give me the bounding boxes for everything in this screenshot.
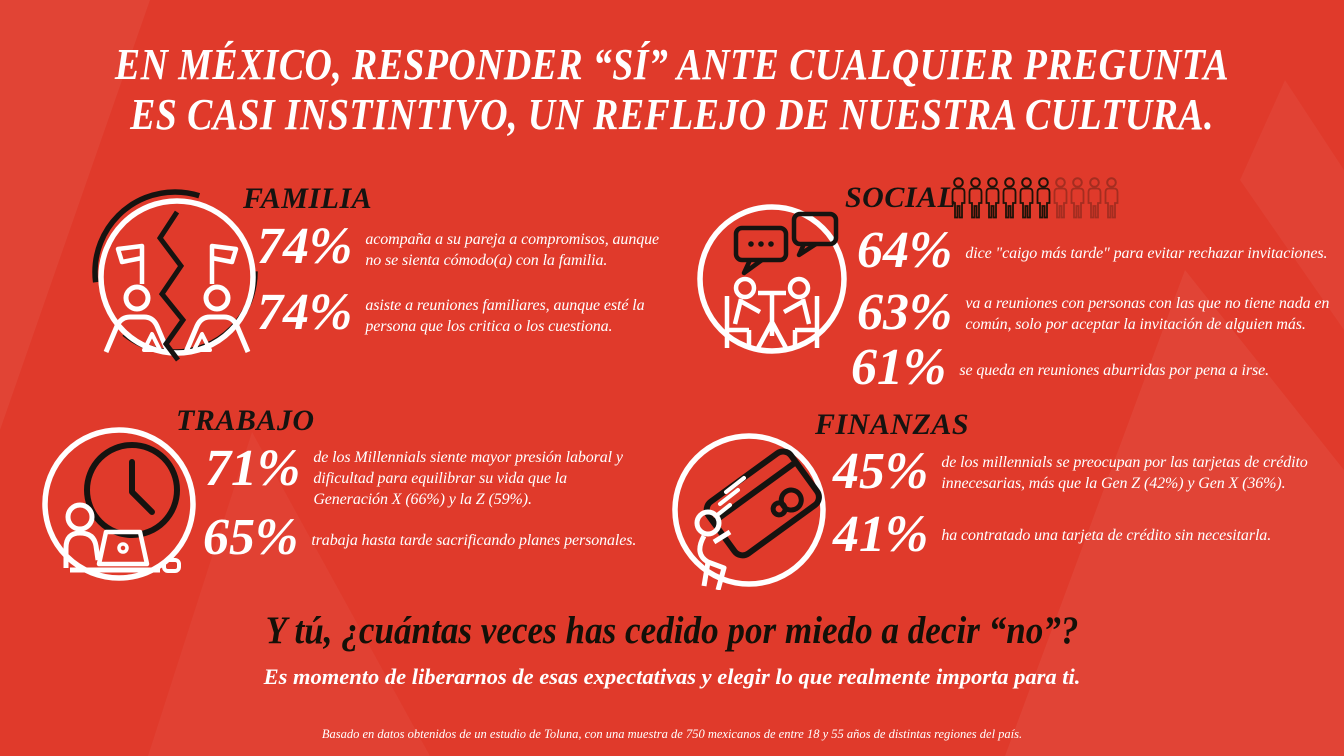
credit-card-burden-icon <box>672 433 826 590</box>
table-conversation-icon <box>697 204 847 354</box>
title-line-1: EN MÉXICO, RESPONDER “SÍ” ANTE CUALQUIER… <box>114 40 1230 89</box>
stat-value: 71% <box>205 440 301 497</box>
stat-value: 41% <box>833 506 929 563</box>
stat-value: 45% <box>833 443 929 500</box>
stat-text: de los Millennials siente mayor presión … <box>313 449 623 508</box>
person-icon <box>968 177 983 219</box>
stat-value: 74% <box>257 284 353 341</box>
person-icon <box>1036 177 1051 219</box>
closing-message: Es momento de liberarnos de esas expecta… <box>263 664 1081 689</box>
person-icon <box>1070 177 1085 219</box>
person-icon <box>1019 177 1034 219</box>
stat-trabajo-2: 65% trabaja hasta tarde sacrificando pla… <box>203 511 636 564</box>
section-heading-social: SOCIAL <box>845 181 957 214</box>
stat-value: 65% <box>203 509 299 566</box>
broken-family-icon <box>92 189 258 362</box>
stat-finanzas-2: 41% ha contratado una tarjeta de crédito… <box>833 508 1271 561</box>
stat-social-1: 64% dice "caigo más tarde" para evitar r… <box>857 224 1327 277</box>
stat-text: va a reuniones con personas con las que … <box>965 295 1330 333</box>
stat-text: ha contratado una tarjeta de crédito sin… <box>941 527 1272 544</box>
stat-text: trabaja hasta tarde sacrificando planes … <box>311 532 637 549</box>
closing-question: Y tú, ¿cuántas veces has cedido por mied… <box>265 609 1079 652</box>
person-icon <box>1053 177 1068 219</box>
stat-value: 61% <box>851 339 947 396</box>
person-icon <box>1087 177 1102 219</box>
stat-familia-1: 74% acompaña a su pareja a compromisos, … <box>257 220 677 273</box>
main-title: EN MÉXICO, RESPONDER “SÍ” ANTE CUALQUIER… <box>0 40 1344 140</box>
stat-value: 74% <box>257 218 353 275</box>
stat-finanzas-1: 45% de los millennials se preocupan por … <box>833 445 1344 498</box>
stat-text: de los millennials se preocupan por las … <box>941 454 1308 492</box>
stat-social-2: 63% va a reuniones con personas con las … <box>857 286 1344 339</box>
stat-text: se queda en reuniones aburridas por pena… <box>959 362 1270 379</box>
people-row <box>951 176 1119 220</box>
person-icon <box>1104 177 1119 219</box>
stat-text: asiste a reuniones familiares, aunque es… <box>365 297 645 335</box>
footer-source-note: Basado en datos obtenidos de un estudio … <box>321 727 1023 741</box>
person-icon <box>1002 177 1017 219</box>
stat-text: acompaña a su pareja a compromisos, aunq… <box>365 231 660 269</box>
section-heading-trabajo: TRABAJO <box>176 404 315 437</box>
section-heading-finanzas: FINANZAS <box>815 408 970 441</box>
stat-value: 63% <box>857 284 953 341</box>
stat-social-3: 61% se queda en reuniones aburridas por … <box>851 341 1269 394</box>
stat-value: 64% <box>857 222 953 279</box>
stat-trabajo-1: 71% de los Millennials siente mayor pres… <box>205 442 635 510</box>
section-heading-familia: FAMILIA <box>243 182 373 215</box>
stat-text: dice "caigo más tarde" para evitar recha… <box>965 245 1328 262</box>
clock-worker-icon <box>42 427 196 581</box>
person-icon <box>951 177 966 219</box>
title-line-2: ES CASI INSTINTIVO, UN REFLEJO DE NUESTR… <box>130 90 1214 139</box>
person-icon <box>985 177 1000 219</box>
stat-familia-2: 74% asiste a reuniones familiares, aunqu… <box>257 286 685 339</box>
